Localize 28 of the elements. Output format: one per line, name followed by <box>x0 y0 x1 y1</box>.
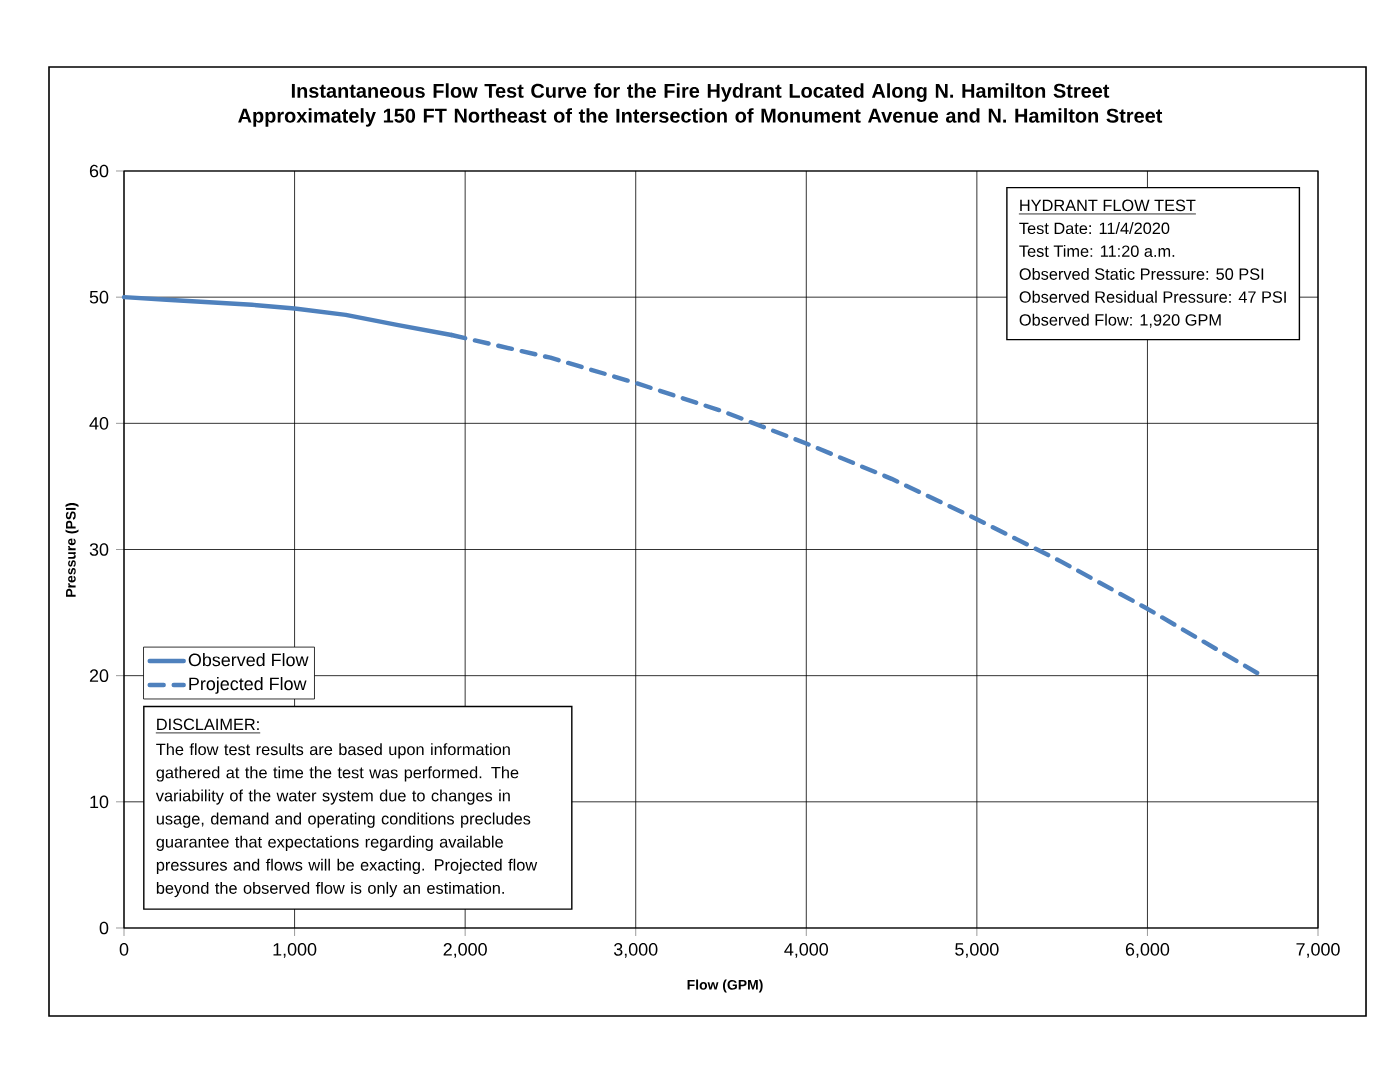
x-axis-title: Flow (GPM) <box>687 979 763 993</box>
annotation: Observed Static Pressure: 50 PSI <box>1019 267 1264 280</box>
x-tick-label: 6,000 <box>1125 943 1170 958</box>
annotation: Observed Residual Pressure: 47 PSI <box>1019 290 1286 303</box>
x-tick-label: 1,000 <box>273 943 317 958</box>
y-tick-label: 50 <box>89 290 109 304</box>
annotation: Test Date: 11/4/2020 <box>1019 222 1170 235</box>
y-tick-label: 30 <box>89 543 109 556</box>
y-tick-label: 0 <box>99 921 109 935</box>
annotation: Observed Flow: 1,920 GPM <box>1019 313 1221 328</box>
x-tick-label: 3,000 <box>613 943 658 958</box>
chart-title: Instantaneous Flow Test Curve for the Fire Hydrant Located Along N. Hamilton Street Approximately 150 FT Northeast of the Intersection of Monument Avenue and N. Hamilton Street <box>238 83 1163 127</box>
x-tick-label: 0 <box>119 943 129 956</box>
x-tick-label: 4,000 <box>784 943 829 958</box>
x-tick-label: 5,000 <box>955 943 999 958</box>
y-tick-label: 60 <box>89 164 109 178</box>
annotation: DISCLAIMER: <box>157 718 259 731</box>
x-tick-label: 2,000 <box>443 943 487 958</box>
x-tick-label: 7,000 <box>1296 943 1340 958</box>
legend-label: Projected Flow <box>189 677 307 694</box>
y-tick-label: 40 <box>89 416 109 430</box>
annotation: Test Time: 11:20 a.m. <box>1019 244 1175 257</box>
y-axis-title: Pressure (PSI) <box>65 503 79 597</box>
y-tick-label: 20 <box>89 669 109 683</box>
annotation: HYDRANT FLOW TEST <box>1020 199 1196 212</box>
annotation: The flow test results are based upon information gathered at the time the test was performed. The variability of the water system due to changes in usage, demand and operating conditions precludes guarantee that expectations regarding available pressures and flows will be exacting. Projected flow beyond the observed flow is only an estimation. <box>155 743 538 898</box>
y-tick-label: 10 <box>90 795 109 809</box>
legend-label: Observed Flow <box>188 653 309 667</box>
